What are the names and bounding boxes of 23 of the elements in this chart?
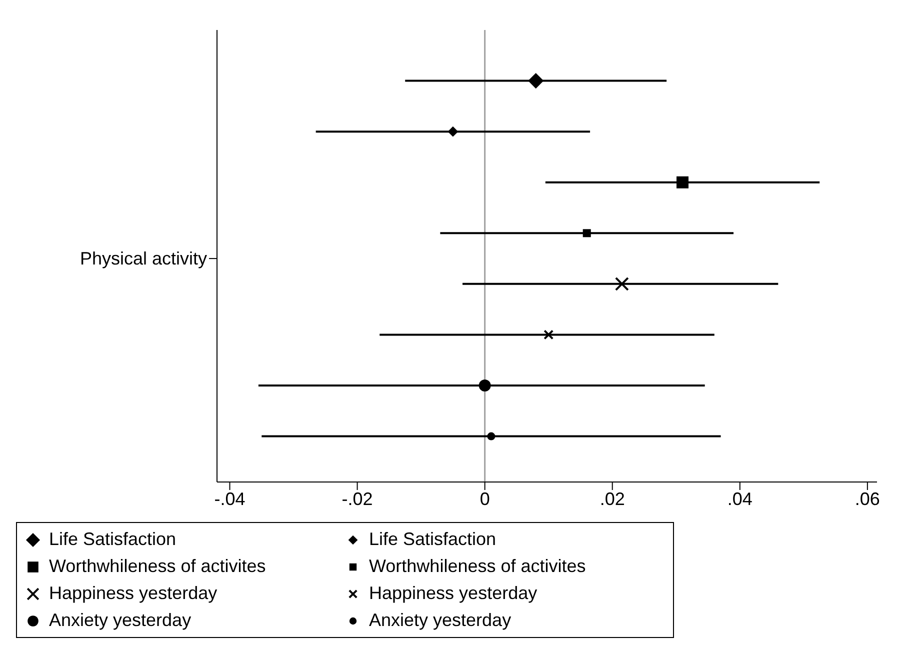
point (544, 330, 554, 340)
point (487, 432, 496, 440)
x-tick-label: .04 (727, 488, 752, 509)
legend-label: Happiness yesterday (369, 583, 538, 604)
legend-label: Worthwhileness of activites (369, 556, 586, 577)
point (614, 276, 629, 291)
legend-label: Anxiety yesterday (369, 610, 512, 631)
legend-label: Life Satisfaction (369, 529, 496, 550)
point (676, 176, 689, 188)
x-tick-label: .06 (854, 488, 880, 509)
point (528, 72, 544, 89)
point (582, 229, 591, 238)
x-tick-label: .02 (600, 488, 625, 509)
point (478, 380, 491, 392)
x-tick-label: -.02 (342, 488, 373, 509)
legend-label: Happiness yesterday (49, 583, 218, 604)
x-tick-label: 0 (480, 488, 490, 509)
point (448, 126, 458, 137)
legend-label: Anxiety yesterday (49, 610, 192, 631)
legend-label: Life Satisfaction (49, 529, 176, 550)
y-axis-title: Physical activity (80, 248, 207, 269)
x-tick-label: -.04 (214, 488, 246, 509)
legend-label: Worthwhileness of activites (49, 556, 266, 577)
